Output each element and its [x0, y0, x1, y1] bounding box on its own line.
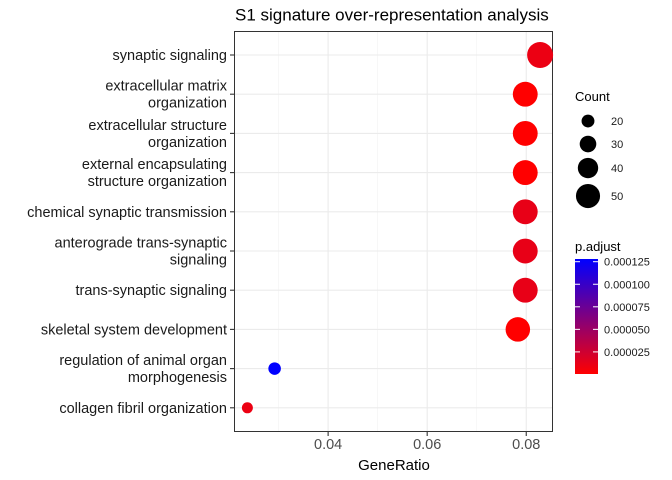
- color-legend-label: 0.000125: [604, 257, 650, 269]
- data-point: [512, 81, 538, 107]
- data-point: [527, 42, 554, 68]
- data-point: [268, 362, 281, 375]
- x-axis: 0.04 0.06 0.08: [314, 431, 540, 453]
- color-legend-ticks: 0.000125 0.000100 0.000075 0.000050 0.000025: [575, 257, 650, 359]
- y-tick-label: synaptic signaling: [113, 48, 227, 64]
- data-point: [512, 238, 538, 264]
- color-legend-label: 0.000050: [604, 324, 650, 336]
- y-axis-labels: synaptic signaling extracellular matrix or…: [27, 48, 235, 417]
- x-tick-label: 0.04: [314, 437, 342, 453]
- legend: Count 20 30 40 50 p.adjust 0.000125 0.000100…: [575, 89, 650, 374]
- plot-panel: [234, 31, 553, 432]
- size-legend-label: 50: [611, 191, 623, 203]
- y-tick-label: extracellular matrix organization: [105, 79, 227, 112]
- y-tick-label: anterograde trans-synaptic signaling: [55, 236, 228, 269]
- data-point: [512, 199, 538, 225]
- size-legend-key: [579, 135, 597, 153]
- y-tick-label: chemical synaptic transmission: [27, 205, 227, 221]
- y-tick-label: trans-synaptic signaling: [75, 283, 227, 299]
- color-legend-label: 0.000100: [604, 279, 650, 291]
- color-legend-label: 0.000075: [604, 302, 650, 314]
- data-point: [512, 277, 538, 303]
- size-legend-label: 40: [611, 163, 623, 175]
- y-tick-label: collagen fibril organization: [59, 401, 227, 417]
- data-point: [512, 160, 538, 186]
- y-tick-label: external encapsulating structure organiza…: [82, 157, 227, 190]
- data-point: [505, 317, 531, 342]
- data-point: [241, 402, 253, 414]
- size-legend-key: [577, 157, 599, 179]
- data-points: [241, 42, 554, 414]
- y-tick-label: skeletal system development: [41, 322, 227, 338]
- x-tick-label: 0.08: [512, 437, 540, 453]
- data-point: [512, 120, 538, 146]
- size-legend-label: 30: [611, 139, 623, 151]
- size-legend: 20 30 40 50: [575, 114, 623, 209]
- size-legend-key: [575, 183, 601, 209]
- size-legend-label: 20: [611, 116, 623, 128]
- color-bar: [575, 259, 598, 374]
- y-tick-label: regulation of animal organ morphogenesis: [59, 353, 227, 386]
- color-legend-label: 0.000025: [604, 347, 650, 359]
- size-legend-title: Count: [575, 89, 610, 104]
- chart-title: S1 signature over-representation analysi…: [235, 6, 549, 25]
- color-legend-title: p.adjust: [575, 239, 621, 254]
- size-legend-key: [581, 114, 595, 128]
- x-axis-title: GeneRatio: [358, 457, 430, 474]
- x-tick-label: 0.06: [413, 437, 441, 453]
- y-tick-label: extracellular structure organization: [88, 118, 227, 151]
